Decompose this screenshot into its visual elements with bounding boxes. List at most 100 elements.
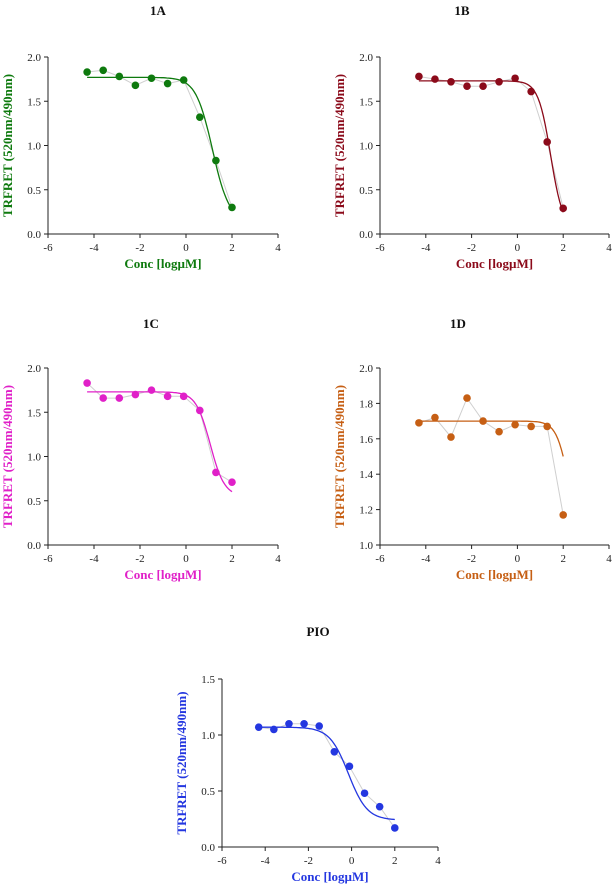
fit-curve (418, 420, 564, 457)
data-point (315, 722, 324, 730)
chart-title: 1C (143, 316, 159, 331)
chart-title: 1D (450, 316, 466, 331)
y-tick-label: 1.0 (27, 452, 41, 464)
data-point (345, 762, 354, 771)
x-tick-label: 4 (606, 553, 612, 565)
x-tick-label: 4 (435, 855, 441, 867)
data-point (300, 720, 308, 728)
data-point (330, 748, 339, 756)
data-point (99, 66, 107, 75)
x-tick-label: -6 (375, 553, 385, 565)
fit-curve (258, 726, 395, 821)
fit-curve (87, 391, 233, 493)
data-point (527, 87, 535, 96)
y-tick-label: 0.0 (27, 540, 41, 552)
x-tick-label: -6 (375, 242, 385, 254)
y-axis-label: TRFRET (520nm/490nm) (0, 385, 15, 528)
x-axis-label: Conc [logµM] (456, 256, 533, 271)
chart-panel-pio: PIO 0.0 0.5 1.0 1.5 -6 -4 -2 0 2 4 Conc [logµM] TRFR… (174, 624, 441, 884)
y-tick-label: 1.6 (359, 434, 373, 446)
y-tick-label: 2.0 (27, 52, 41, 64)
x-tick-label: 4 (275, 242, 281, 254)
data-point (254, 723, 263, 731)
y-tick-label: 1.0 (359, 540, 373, 552)
x-tick-label: -6 (43, 242, 53, 254)
y-tick-label: 1.5 (27, 407, 41, 419)
data-point (131, 390, 140, 399)
data-point (527, 422, 535, 431)
x-axis-label: Conc [logµM] (124, 256, 201, 271)
data-point (415, 72, 423, 81)
y-tick-label: 0.0 (27, 229, 41, 241)
x-tick-label: -4 (89, 553, 99, 565)
x-tick-label: 0 (515, 242, 521, 254)
chart-panel-1d: 1D 1.0 1.2 1.4 1.6 1.8 2.0 -6 -4 -2 0 2 4 Conc [logµM… (332, 316, 612, 582)
y-tick-label: 1.8 (359, 398, 373, 410)
y-tick-label: 1.0 (359, 141, 373, 153)
chart-panel-1b: 1B 0.0 0.5 1.0 1.5 2.0 -6 -4 -2 0 2 4 Conc [logµM] TR… (332, 3, 612, 271)
data-point (212, 468, 220, 477)
data-point (115, 72, 124, 81)
data-point (83, 379, 91, 387)
data-point (99, 394, 107, 402)
data-point (543, 422, 551, 431)
y-tick-label: 1.5 (27, 96, 41, 108)
x-tick-label: 4 (275, 553, 281, 565)
data-point (147, 74, 156, 83)
x-tick-label: 0 (183, 553, 189, 565)
data-point (447, 433, 455, 441)
x-tick-label: -4 (421, 242, 431, 254)
x-tick-label: -4 (421, 553, 431, 565)
data-point (360, 789, 369, 798)
fit-curve (418, 80, 564, 213)
data-point (83, 68, 91, 76)
data-point (212, 156, 220, 165)
data-point (479, 417, 487, 425)
x-tick-label: 0 (349, 855, 355, 867)
y-axis-label: TRFRET (520nm/490nm) (332, 385, 347, 528)
data-point (431, 75, 439, 83)
y-tick-label: 2.0 (359, 363, 373, 375)
chart-title: 1A (150, 3, 167, 18)
x-tick-label: 2 (229, 242, 235, 254)
data-point (270, 725, 278, 734)
fit-curve (87, 76, 233, 210)
y-tick-label: 0.5 (359, 185, 373, 197)
data-point (431, 413, 439, 422)
data-point (543, 138, 551, 146)
x-tick-label: -4 (89, 242, 99, 254)
x-axis-label: Conc [logµM] (456, 567, 533, 582)
x-tick-label: -6 (43, 553, 53, 565)
data-connector-line (87, 69, 233, 208)
data-point (131, 81, 140, 90)
data-connector-line (418, 76, 564, 209)
x-tick-label: 2 (560, 553, 566, 565)
y-axis-label: TRFRET (520nm/490nm) (174, 691, 189, 834)
x-tick-label: 2 (560, 242, 566, 254)
data-point (228, 478, 236, 486)
data-point (447, 77, 455, 86)
y-tick-label: 1.4 (359, 469, 373, 481)
chart-title: PIO (306, 624, 329, 639)
data-point (179, 76, 188, 84)
data-point (163, 392, 172, 401)
y-axis-label: TRFRET (520nm/490nm) (332, 74, 347, 217)
data-point (559, 204, 567, 213)
x-tick-label: 2 (392, 855, 398, 867)
x-tick-label: -2 (467, 553, 476, 565)
data-point (196, 113, 204, 121)
data-point (179, 392, 188, 401)
y-tick-label: 1.5 (359, 96, 373, 108)
y-axis-label: TRFRET (520nm/490nm) (0, 74, 15, 217)
data-point (495, 427, 503, 436)
y-tick-label: 1.0 (27, 141, 41, 153)
x-tick-label: -4 (261, 855, 271, 867)
data-point (196, 406, 204, 415)
data-point (228, 203, 236, 212)
x-tick-label: -2 (135, 553, 144, 565)
data-point (415, 419, 423, 427)
data-connector-line (418, 397, 564, 515)
data-connector-line (258, 723, 396, 829)
x-tick-label: 4 (606, 242, 612, 254)
